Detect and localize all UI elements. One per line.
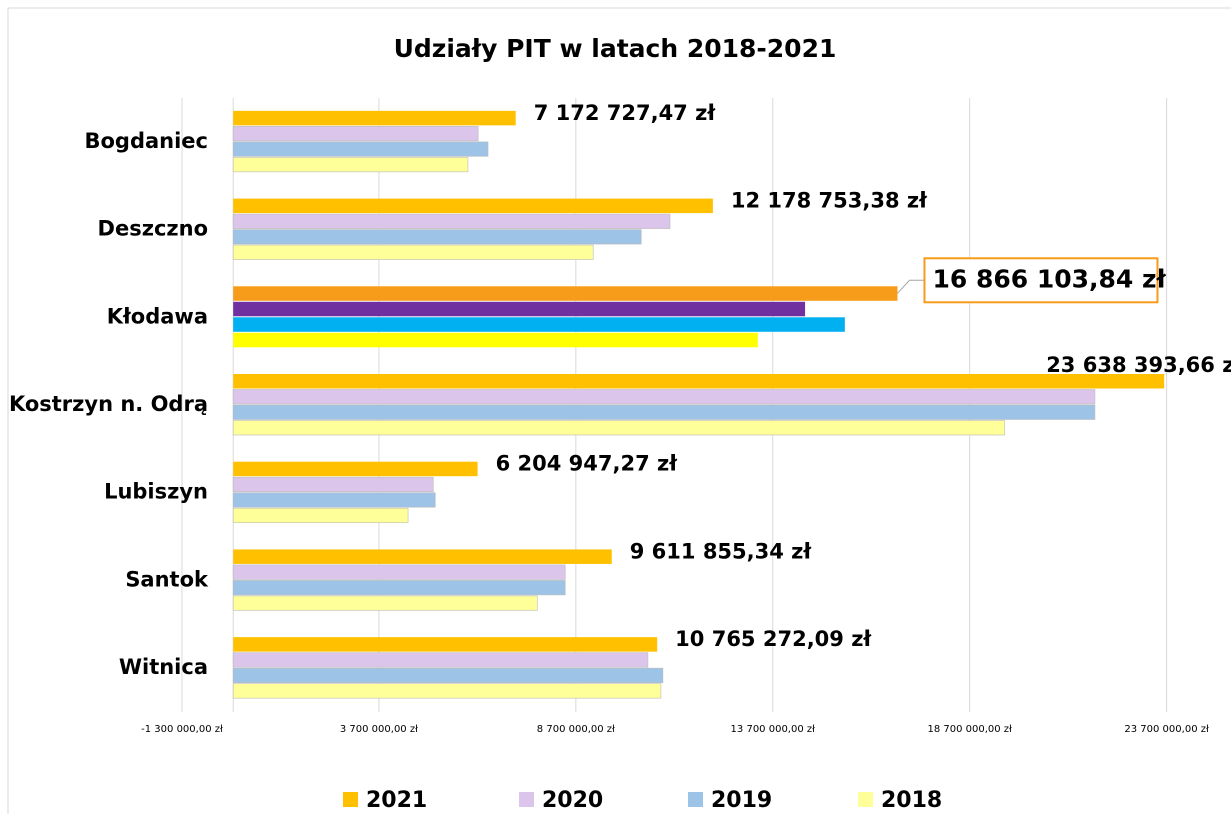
bar	[233, 317, 845, 332]
bar	[232, 157, 469, 173]
bar	[232, 492, 436, 508]
data-label: 6 204 947,27 zł	[496, 452, 679, 476]
x-tick-label: -1 300 000,00 zł	[141, 724, 223, 735]
data-label: 9 611 855,34 zł	[630, 539, 813, 563]
bar	[232, 580, 566, 596]
bar	[233, 637, 658, 652]
bar	[232, 476, 434, 493]
bar	[232, 244, 594, 260]
bar	[233, 332, 758, 348]
data-label: 23 638 393,66 zł	[1046, 353, 1231, 377]
y-tick-label: Deszczno	[98, 217, 208, 241]
bar	[232, 404, 1096, 420]
x-tick-label: 8 700 000,00 zł	[537, 724, 615, 735]
bar	[233, 374, 1165, 389]
bar	[232, 564, 566, 580]
bar	[232, 683, 662, 699]
legend-swatch	[688, 792, 703, 807]
legend-label: 2019	[711, 788, 772, 813]
bar	[232, 389, 1096, 405]
y-tick-label: Santok	[125, 567, 209, 591]
x-tick-label: 3 700 000,00 zł	[340, 724, 418, 735]
bar	[232, 420, 1006, 436]
label-box	[923, 257, 1159, 304]
bar	[232, 229, 642, 245]
bar	[233, 110, 516, 126]
data-label: 16 866 103,84 zł	[932, 264, 1166, 293]
chart-title: Udziały PIT w latach 2018-2021	[394, 34, 837, 63]
bar	[232, 126, 479, 142]
legend-swatch	[343, 792, 358, 807]
bar	[232, 652, 649, 668]
bar	[232, 213, 671, 229]
y-tick-label: Kostrzyn n. Odrą	[9, 392, 208, 416]
y-tick-label: Lubiszyn	[104, 480, 208, 504]
y-tick-label: Bogdaniec	[84, 129, 208, 153]
bar	[233, 549, 612, 564]
x-tick-label: 13 700 000,00 zł	[731, 724, 816, 735]
bar	[233, 301, 806, 317]
legend-label: 2018	[881, 788, 942, 813]
bar	[233, 198, 713, 214]
bar	[232, 141, 489, 157]
y-tick-label: Witnica	[119, 655, 208, 679]
data-label: 12 178 753,38 zł	[731, 189, 928, 213]
leader-line	[897, 279, 925, 294]
legend-label: 2020	[542, 788, 603, 813]
bar	[233, 461, 478, 477]
bar	[233, 286, 898, 301]
bar	[232, 507, 409, 524]
data-label: 10 765 272,09 zł	[675, 627, 872, 651]
legend-swatch	[858, 792, 873, 807]
x-tick-label: 23 700 000,00 zł	[1124, 724, 1209, 735]
bar	[232, 595, 538, 611]
legend-label: 2021	[366, 788, 427, 813]
legend-swatch	[519, 792, 534, 807]
bar	[232, 667, 664, 683]
y-tick-label: Kłodawa	[107, 304, 208, 328]
x-tick-label: 18 700 000,00 zł	[927, 724, 1012, 735]
chart-border	[7, 7, 1231, 814]
data-label: 7 172 727,47 zł	[534, 101, 717, 125]
